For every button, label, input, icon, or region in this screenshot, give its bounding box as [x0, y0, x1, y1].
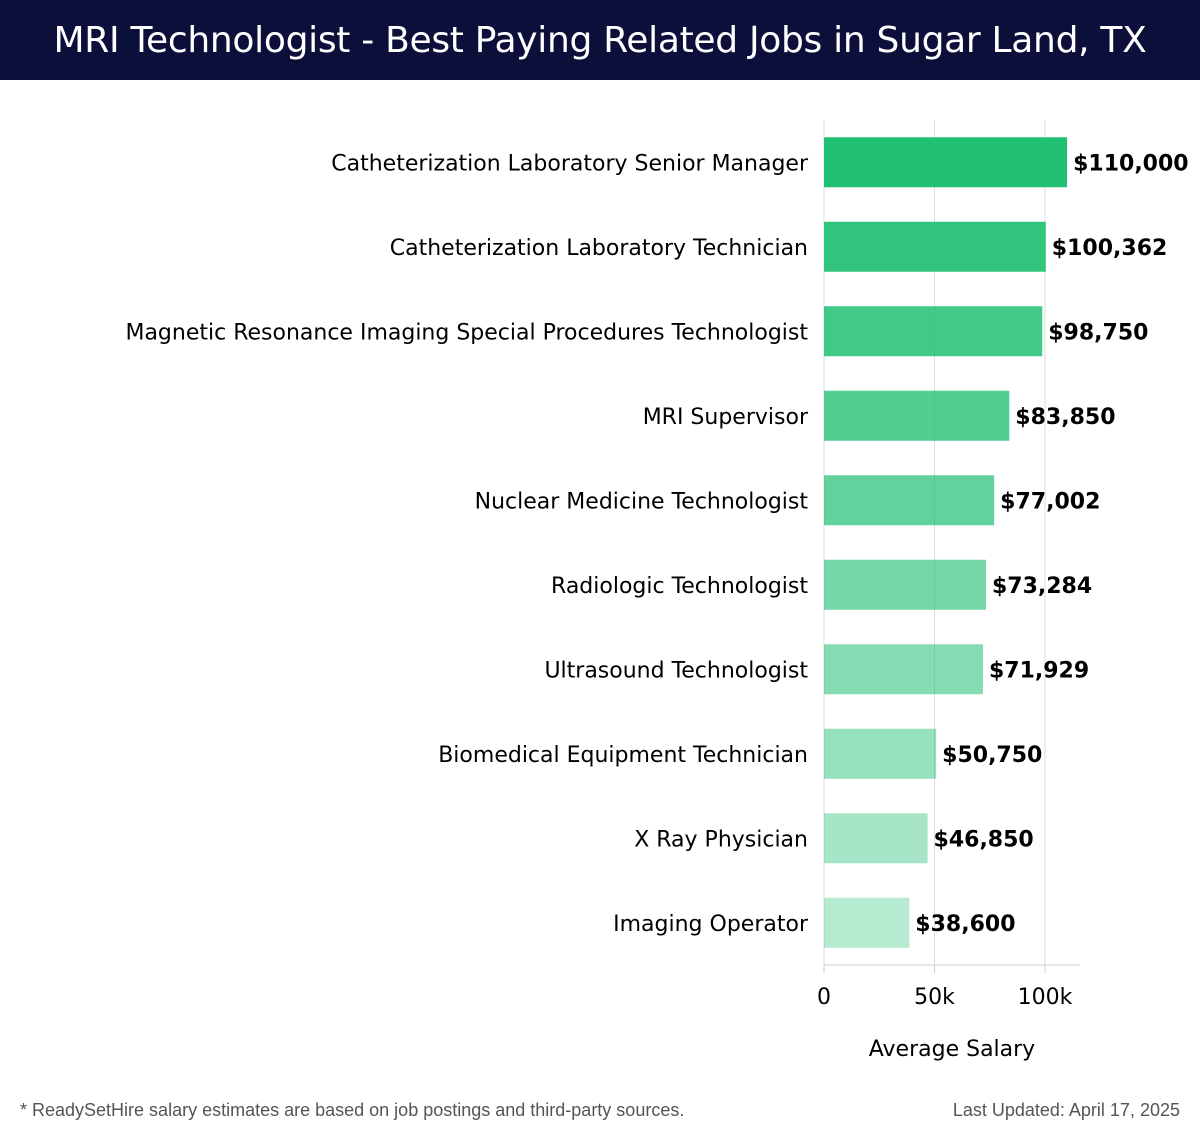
bar: [824, 475, 995, 526]
footer-note: * ReadySetHire salary estimates are base…: [20, 1100, 685, 1120]
bar: [824, 390, 1010, 441]
value-label: $50,750: [942, 743, 1042, 768]
category-label: X Ray Physician: [634, 827, 808, 852]
value-label: $77,002: [1000, 489, 1100, 514]
chart-header: MRI Technologist - Best Paying Related J…: [0, 0, 1200, 80]
category-label: Catheterization Laboratory Technician: [390, 236, 808, 261]
bar: [824, 221, 1046, 272]
last-updated: Last Updated: April 17, 2025: [952, 1100, 1180, 1120]
bar: [824, 644, 983, 695]
category-label: MRI Supervisor: [643, 405, 809, 430]
value-label: $110,000: [1073, 151, 1189, 176]
bar: [824, 137, 1068, 188]
value-label: $83,850: [1015, 405, 1115, 430]
value-label: $38,600: [915, 912, 1015, 937]
category-label: Imaging Operator: [613, 912, 809, 937]
category-label: Magnetic Resonance Imaging Special Proce…: [125, 320, 808, 345]
bar: [824, 897, 910, 948]
x-axis-title: Average Salary: [869, 1037, 1035, 1062]
value-label: $100,362: [1052, 236, 1168, 261]
category-label: Radiologic Technologist: [551, 574, 808, 599]
bar: [824, 813, 928, 864]
bar-chart: 0 50k 100k Average Salary Catheterization La…: [125, 120, 1189, 1062]
value-label: $46,850: [934, 827, 1034, 852]
category-label: Ultrasound Technologist: [544, 658, 808, 683]
category-label: Nuclear Medicine Technologist: [475, 489, 809, 514]
bar: [824, 728, 937, 779]
x-tick-label: 0: [817, 985, 831, 1010]
value-label: $98,750: [1048, 320, 1148, 345]
value-label: $73,284: [992, 574, 1092, 599]
chart-title: MRI Technologist - Best Paying Related J…: [53, 19, 1147, 61]
bar: [824, 559, 986, 610]
bar: [824, 306, 1043, 357]
x-tick-label: 50k: [914, 985, 955, 1010]
value-label: $71,929: [989, 658, 1089, 683]
category-label: Biomedical Equipment Technician: [438, 743, 808, 768]
x-tick-label: 100k: [1018, 985, 1073, 1010]
category-label: Catheterization Laboratory Senior Manage…: [331, 151, 809, 176]
